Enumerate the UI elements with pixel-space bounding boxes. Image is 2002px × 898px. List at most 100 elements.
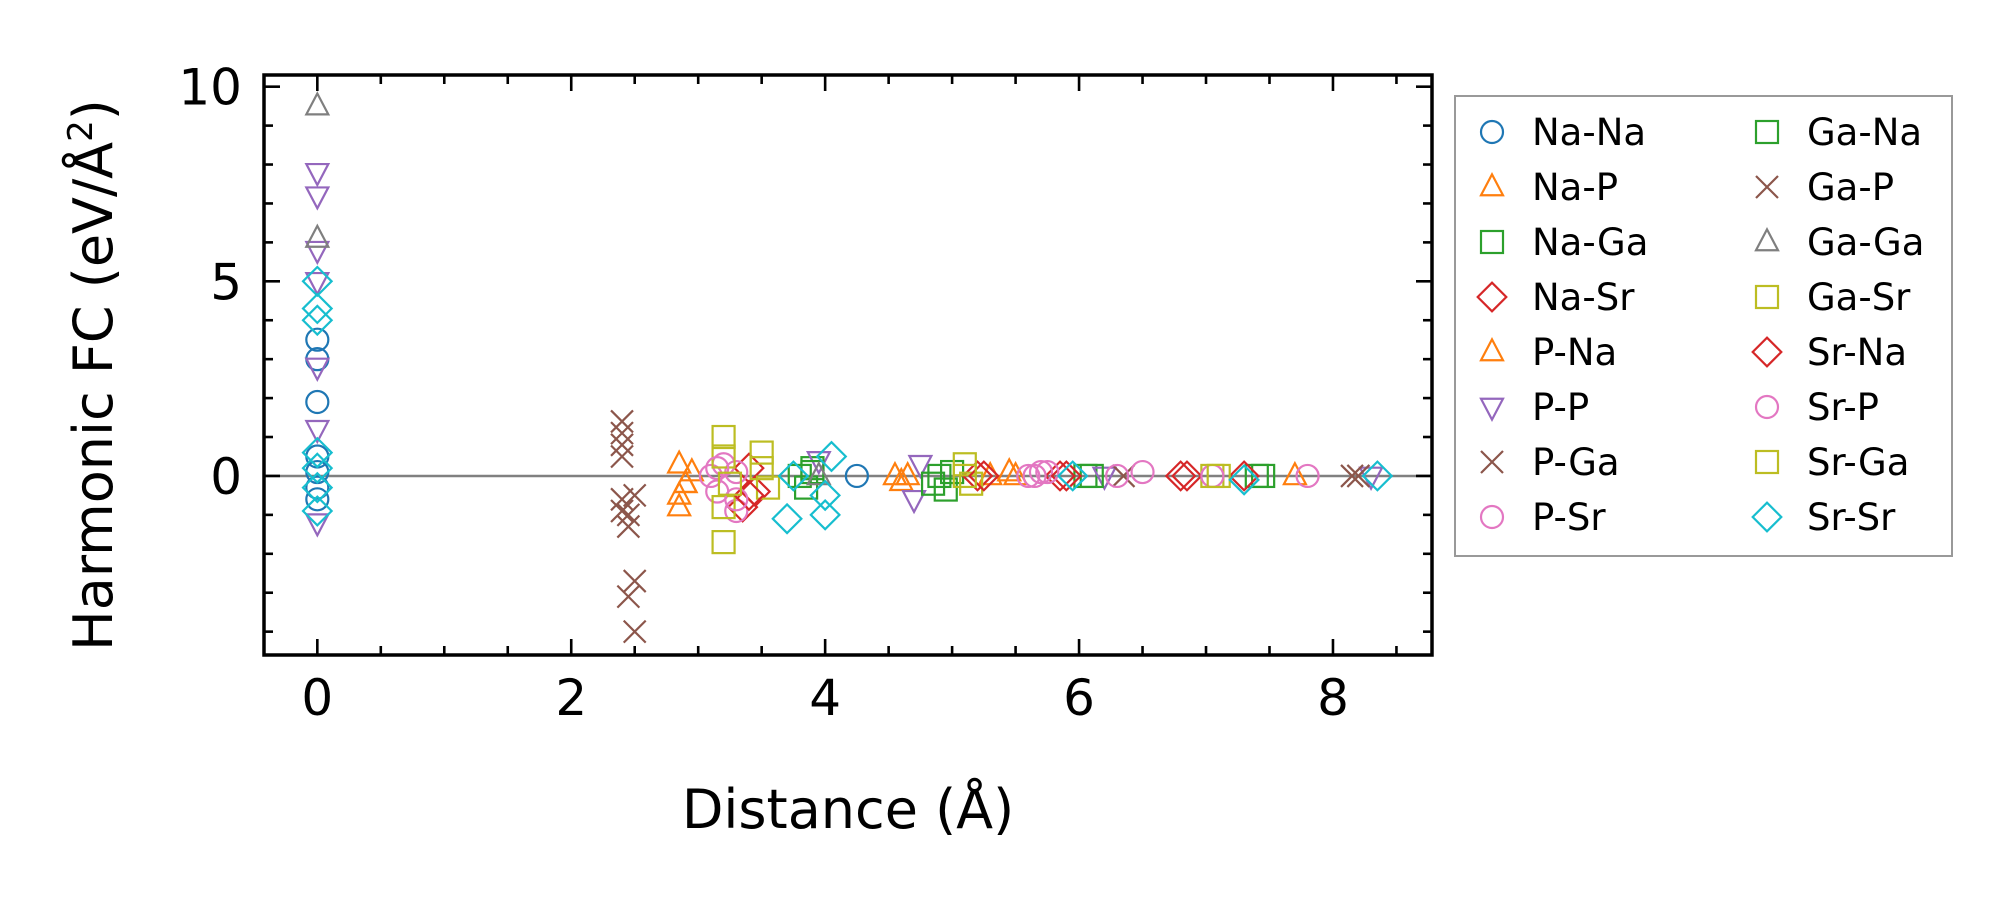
data-point-na-p	[1282, 460, 1308, 486]
x-tick-label: 2	[555, 669, 587, 727]
legend-entry-sr-na: Sr-Na	[1751, 331, 1907, 374]
legend-label: Sr-Na	[1807, 331, 1907, 374]
data-point-sr-na	[733, 479, 765, 512]
series-ga-p	[610, 444, 1371, 527]
legend-marker-na-sr	[1476, 281, 1508, 313]
legend-entry-p-p: P-P	[1479, 386, 1589, 429]
legend-entry-p-ga: P-Ga	[1480, 441, 1620, 484]
legend-label: Ga-Ga	[1807, 221, 1924, 264]
data-point-p-ga	[616, 584, 641, 609]
data-point-na-ga	[933, 477, 958, 502]
legend-marker-sr-na	[1751, 336, 1783, 368]
data-point-na-sr	[1044, 460, 1076, 492]
data-point-ga-sr	[711, 530, 736, 555]
data-point-ga-ga	[304, 91, 331, 116]
plot-area-frame	[262, 73, 1434, 657]
data-point-sr-na	[1171, 460, 1203, 492]
data-point-sr-p	[705, 456, 730, 481]
data-point-ga-ga	[805, 460, 832, 486]
data-point-p-p	[304, 271, 331, 297]
data-point-na-na	[305, 327, 330, 352]
series-p-ga	[610, 409, 1364, 644]
legend-entry-na-sr: Na-Sr	[1476, 276, 1635, 319]
series-sr-ga	[717, 456, 1231, 496]
data-point-p-ga	[610, 409, 634, 434]
data-point-ga-p	[1346, 464, 1371, 488]
series-p-na	[672, 460, 1029, 494]
data-point-p-p	[304, 186, 331, 211]
data-point-sr-sr	[1228, 463, 1260, 496]
legend-marker-sr-p	[1754, 394, 1780, 420]
axis-ticks	[264, 75, 1432, 655]
data-point-na-p	[679, 457, 705, 482]
legend-entry-na-na: Na-Na	[1479, 111, 1646, 154]
legend-marker-p-na	[1479, 336, 1505, 362]
data-point-ga-p	[1111, 464, 1136, 488]
data-point-sr-ga	[717, 471, 743, 496]
x-axis-label: Distance (Å)	[682, 777, 1014, 841]
data-point-sr-na	[1228, 460, 1260, 492]
legend-marker-ga-na	[1754, 119, 1780, 145]
legend-frame	[1454, 95, 1953, 557]
data-point-sr-sr	[1056, 460, 1089, 492]
x-tick-label: 0	[301, 669, 333, 727]
x-tick-label: 4	[809, 669, 841, 727]
y-tick-label: 5	[210, 253, 242, 311]
data-point-p-p	[304, 419, 331, 445]
legend-label: Ga-Na	[1807, 111, 1922, 154]
data-point-ga-p	[610, 444, 634, 469]
legend-entry-sr-ga: Sr-Ga	[1754, 441, 1909, 484]
data-point-sr-sr	[301, 304, 334, 337]
legend-marker-sr-sr	[1751, 501, 1783, 533]
data-point-sr-sr	[1361, 460, 1394, 492]
data-point-ga-sr	[959, 471, 984, 496]
legend-marker-ga-sr	[1754, 284, 1780, 310]
legend-label: Sr-Sr	[1807, 496, 1896, 539]
series-sr-na	[733, 460, 1260, 512]
data-point-sr-sr	[809, 499, 842, 531]
data-point-sr-p	[1035, 459, 1060, 485]
legend-entry-na-p: Na-P	[1479, 166, 1618, 209]
data-point-p-sr	[724, 498, 749, 524]
data-point-sr-p	[724, 487, 749, 512]
data-point-p-ga	[622, 619, 647, 644]
data-point-p-sr	[1022, 463, 1047, 489]
data-point-sr-p	[1105, 463, 1130, 489]
data-point-sr-na	[1050, 460, 1083, 492]
legend-label: Ga-Sr	[1807, 276, 1911, 319]
legend-label: P-Ga	[1532, 441, 1620, 484]
data-point-na-sr	[1164, 460, 1197, 492]
x-tick-label: 6	[1063, 669, 1095, 727]
data-point-p-p	[304, 240, 331, 266]
legend-label: Na-Ga	[1532, 221, 1648, 264]
legend-marker-p-ga	[1480, 450, 1504, 474]
y-axis-label-superscript: 2	[61, 120, 101, 142]
legend-marker-p-p	[1479, 397, 1505, 423]
data-point-ga-sr	[711, 494, 736, 520]
data-point-sr-sr	[809, 479, 842, 512]
data-point-sr-p	[1295, 463, 1320, 489]
legend-marker-na-ga	[1479, 229, 1505, 255]
legend-label: P-Na	[1532, 331, 1617, 374]
data-point-sr-p	[1016, 463, 1041, 489]
data-point-ga-p	[616, 503, 641, 527]
data-point-na-p	[996, 457, 1023, 482]
data-point-p-na	[672, 468, 699, 494]
data-point-sr-sr	[301, 495, 334, 527]
data-point-p-p	[1091, 466, 1118, 491]
legend-entry-ga-ga: Ga-Ga	[1754, 221, 1924, 264]
data-point-p-p	[304, 357, 331, 382]
legend-marker-sr-ga	[1754, 449, 1780, 475]
tick-labels: 0 2 4 6 8 0 5 10	[178, 59, 1349, 727]
series-ga-ga	[304, 91, 832, 486]
data-point-p-ga	[610, 433, 634, 457]
legend-marker-na-p	[1479, 171, 1505, 197]
legend-entry-sr-sr: Sr-Sr	[1751, 496, 1896, 539]
legend-label: Na-Na	[1532, 111, 1646, 154]
data-point-sr-sr	[301, 471, 334, 504]
data-point-na-sr	[961, 460, 994, 492]
legend-label: Sr-Ga	[1807, 441, 1909, 484]
data-point-p-ga	[622, 483, 647, 508]
y-tick-label: 10	[178, 59, 242, 117]
